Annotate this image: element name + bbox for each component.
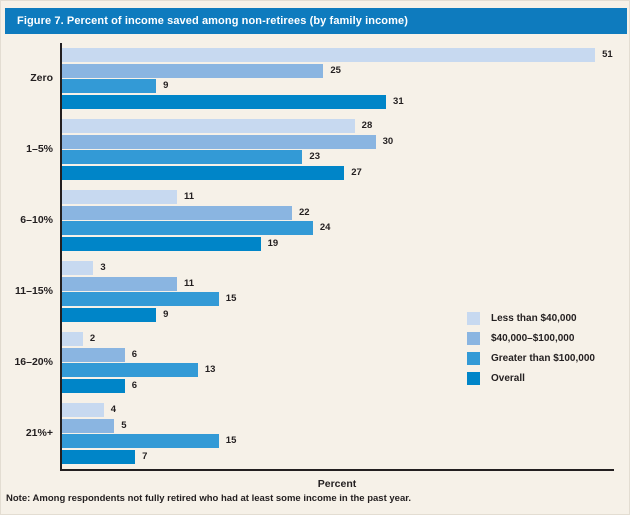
bar-value-label: 9 <box>163 308 169 320</box>
x-axis-label: Percent <box>317 478 357 490</box>
legend-item: Overall <box>467 372 595 385</box>
bar <box>62 449 136 464</box>
bar-value-label: 25 <box>330 64 341 76</box>
bar <box>62 307 157 322</box>
category-label: Zero <box>30 72 53 85</box>
bar <box>62 94 387 109</box>
bar-value-label: 27 <box>351 166 362 178</box>
bar <box>62 119 355 133</box>
bar <box>62 221 313 235</box>
bar <box>62 79 157 93</box>
bar <box>62 48 596 62</box>
bar <box>62 134 376 149</box>
bar-value-label: 3 <box>100 262 106 273</box>
bar-value-label: 13 <box>204 364 216 375</box>
bar-value-label: 6 <box>131 379 137 391</box>
bar-value-label: 23 <box>309 151 320 162</box>
legend-item: Greater than $100,000 <box>467 352 595 365</box>
bar-value-label: 11 <box>183 277 195 289</box>
bar <box>62 150 303 164</box>
legend-item: Less than $40,000 <box>467 312 595 325</box>
bar <box>62 332 83 346</box>
bar-value-label: 4 <box>110 404 117 415</box>
category-label: 11–15% <box>15 285 53 298</box>
bar <box>62 190 177 204</box>
bar <box>62 347 125 362</box>
legend-label: Less than $40,000 <box>491 313 577 324</box>
bar <box>62 363 198 377</box>
bar-value-label: 7 <box>142 450 148 462</box>
bar-value-label: 19 <box>267 237 279 249</box>
legend-label: $40,000–$100,000 <box>491 333 575 344</box>
legend-swatch-icon <box>467 312 480 325</box>
legend-item: $40,000–$100,000 <box>467 332 595 345</box>
legend-swatch-icon <box>467 352 480 365</box>
bar <box>62 276 177 291</box>
legend-swatch-icon <box>467 332 480 345</box>
bar-value-label: 9 <box>163 80 169 91</box>
bar <box>62 378 125 393</box>
category-label: 21%+ <box>25 427 53 440</box>
bar-value-label: 31 <box>393 95 404 107</box>
bar-value-label: 15 <box>225 435 237 446</box>
chart-legend: Less than $40,000 $40,000–$100,000 Greater… <box>467 312 595 392</box>
bar-value-label: 24 <box>319 222 331 233</box>
bar-chart-plot-area: Zero 51 25 9 31 1–5% 28 30 23 27 6–10% 11 22 24 19 11–1… <box>14 43 614 471</box>
legend-swatch-icon <box>467 372 480 385</box>
bar-value-label: 11 <box>183 191 195 202</box>
category-label: 6–10% <box>20 214 53 227</box>
bar-value-label: 5 <box>121 419 127 431</box>
bar <box>62 63 324 78</box>
bar-value-label: 28 <box>361 120 373 131</box>
bar-value-label: 6 <box>131 348 137 360</box>
category-label: 1–5% <box>26 143 53 156</box>
bar-value-label: 30 <box>382 135 394 147</box>
bar <box>62 418 115 433</box>
bar <box>62 165 345 180</box>
bar <box>62 261 94 275</box>
category-label: 16–20% <box>14 356 53 369</box>
legend-label: Overall <box>491 373 525 384</box>
figure-title-bar: Figure 7. Percent of income saved among … <box>5 8 627 34</box>
bar <box>62 236 261 251</box>
bar <box>62 205 292 220</box>
bar <box>62 434 219 448</box>
bar <box>62 292 219 306</box>
bar-value-label: 22 <box>298 206 310 218</box>
bar <box>62 403 104 417</box>
bar-value-label: 51 <box>602 49 613 60</box>
bar-value-label: 15 <box>225 293 237 304</box>
footnote: Note: Among respondents not fully retire… <box>6 493 412 504</box>
bar-value-label: 2 <box>89 333 96 344</box>
legend-label: Greater than $100,000 <box>491 353 595 364</box>
